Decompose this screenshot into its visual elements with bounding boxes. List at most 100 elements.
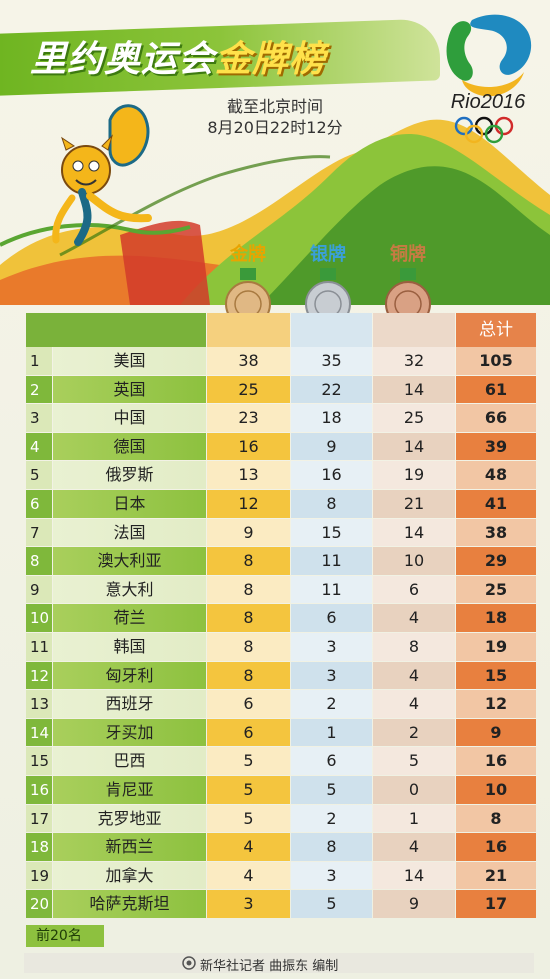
table-row: 14 牙买加 6 1 2 9 bbox=[26, 718, 536, 748]
silver-cell: 18 bbox=[291, 404, 372, 432]
gold-header-cell bbox=[207, 313, 290, 347]
silver-cell: 9 bbox=[291, 432, 372, 461]
table-header-row: 总计 bbox=[26, 313, 536, 347]
gold-cell: 23 bbox=[207, 404, 290, 432]
total-cell: 39 bbox=[456, 432, 536, 461]
bronze-cell: 10 bbox=[373, 547, 455, 575]
country-cell: 西班牙 bbox=[53, 690, 206, 718]
title-part2: 金牌榜 bbox=[215, 39, 327, 80]
total-cell: 19 bbox=[456, 632, 536, 661]
gold-cell: 25 bbox=[207, 375, 290, 404]
total-cell: 10 bbox=[456, 775, 536, 804]
rank-cell: 12 bbox=[26, 661, 52, 690]
rank-cell: 11 bbox=[26, 632, 52, 661]
gold-cell: 9 bbox=[207, 518, 290, 547]
total-cell: 18 bbox=[456, 604, 536, 632]
bronze-cell: 4 bbox=[373, 661, 455, 690]
silver-cell: 6 bbox=[291, 747, 372, 775]
bronze-cell: 4 bbox=[373, 833, 455, 861]
total-cell: 17 bbox=[456, 890, 536, 918]
silver-cell: 3 bbox=[291, 861, 372, 890]
table-row: 2 英国 25 22 14 61 bbox=[26, 375, 536, 405]
bronze-header-cell bbox=[373, 313, 455, 347]
rank-cell: 1 bbox=[26, 347, 52, 375]
silver-cell: 3 bbox=[291, 632, 372, 661]
country-cell: 美国 bbox=[53, 347, 206, 375]
country-cell: 巴西 bbox=[53, 747, 206, 775]
country-cell: 肯尼亚 bbox=[53, 775, 206, 804]
table-row: 12 匈牙利 8 3 4 15 bbox=[26, 661, 536, 691]
total-cell: 48 bbox=[456, 461, 536, 489]
bronze-cell: 21 bbox=[373, 489, 455, 518]
silver-cell: 11 bbox=[291, 547, 372, 575]
table-row: 15 巴西 5 6 5 16 bbox=[26, 747, 536, 776]
rank-cell: 18 bbox=[26, 833, 52, 861]
rank-cell: 4 bbox=[26, 432, 52, 461]
silver-cell: 11 bbox=[291, 575, 372, 604]
total-cell: 21 bbox=[456, 861, 536, 890]
country-cell: 中国 bbox=[53, 404, 206, 432]
gold-cell: 4 bbox=[207, 861, 290, 890]
total-cell: 41 bbox=[456, 489, 536, 518]
table-row: 5 俄罗斯 13 16 19 48 bbox=[26, 461, 536, 490]
gold-cell: 6 bbox=[207, 690, 290, 718]
bronze-cell: 14 bbox=[373, 861, 455, 890]
table-row: 8 澳大利亚 8 11 10 29 bbox=[26, 547, 536, 576]
gold-cell: 16 bbox=[207, 432, 290, 461]
country-cell: 新西兰 bbox=[53, 833, 206, 861]
logo-text: Rio2016 bbox=[451, 91, 526, 113]
xinhua-logo-icon bbox=[182, 956, 196, 970]
rank-cell: 10 bbox=[26, 604, 52, 632]
silver-cell: 5 bbox=[291, 775, 372, 804]
cutoff-time: 截至北京时间 8月20日22时12分 bbox=[180, 96, 370, 138]
silver-cell: 22 bbox=[291, 375, 372, 404]
gold-cell: 12 bbox=[207, 489, 290, 518]
rank-cell: 13 bbox=[26, 690, 52, 718]
table-row: 9 意大利 8 11 6 25 bbox=[26, 575, 536, 605]
bronze-cell: 4 bbox=[373, 690, 455, 718]
rank-cell: 5 bbox=[26, 461, 52, 489]
silver-cell: 2 bbox=[291, 804, 372, 833]
title-part1: 里约奥运会 bbox=[30, 39, 216, 80]
total-cell: 38 bbox=[456, 518, 536, 547]
total-cell: 9 bbox=[456, 718, 536, 747]
total-cell: 16 bbox=[456, 747, 536, 775]
credit-text: 新华社记者 曲振东 编制 bbox=[200, 959, 339, 974]
rank-cell: 15 bbox=[26, 747, 52, 775]
silver-cell: 8 bbox=[291, 833, 372, 861]
rank-cell: 17 bbox=[26, 804, 52, 833]
gold-cell: 4 bbox=[207, 833, 290, 861]
bronze-cell: 9 bbox=[373, 890, 455, 918]
medal-table: 总计 1 美国 38 35 32 105 2 英国 25 22 14 61 3 中国 23 18 25 66 4 德国… bbox=[26, 313, 536, 919]
country-cell: 克罗地亚 bbox=[53, 804, 206, 833]
country-cell: 德国 bbox=[53, 432, 206, 461]
table-row: 13 西班牙 6 2 4 12 bbox=[26, 690, 536, 719]
table-row: 20 哈萨克斯坦 3 5 9 17 bbox=[26, 890, 536, 919]
table-body: 1 美国 38 35 32 105 2 英国 25 22 14 61 3 中国 23 18 25 66 4 德国 16 9… bbox=[26, 347, 536, 919]
country-cell: 英国 bbox=[53, 375, 206, 404]
table-row: 11 韩国 8 3 8 19 bbox=[26, 632, 536, 662]
gold-cell: 13 bbox=[207, 461, 290, 489]
country-header-cell bbox=[26, 313, 206, 347]
country-cell: 哈萨克斯坦 bbox=[53, 890, 206, 918]
rank-cell: 2 bbox=[26, 375, 52, 404]
bronze-cell: 14 bbox=[373, 375, 455, 404]
bronze-cell: 32 bbox=[373, 347, 455, 375]
gold-cell: 8 bbox=[207, 547, 290, 575]
gold-cell: 8 bbox=[207, 604, 290, 632]
total-cell: 15 bbox=[456, 661, 536, 690]
table-row: 7 法国 9 15 14 38 bbox=[26, 518, 536, 548]
gold-cell: 3 bbox=[207, 890, 290, 918]
bronze-cell: 19 bbox=[373, 461, 455, 489]
country-cell: 澳大利亚 bbox=[53, 547, 206, 575]
bronze-cell: 25 bbox=[373, 404, 455, 432]
silver-cell: 3 bbox=[291, 661, 372, 690]
bronze-cell: 5 bbox=[373, 747, 455, 775]
rank-cell: 8 bbox=[26, 547, 52, 575]
gold-cell: 8 bbox=[207, 575, 290, 604]
gold-header: 金牌 bbox=[230, 244, 266, 265]
credit-band bbox=[24, 953, 534, 973]
silver-cell: 15 bbox=[291, 518, 372, 547]
table-row: 6 日本 12 8 21 41 bbox=[26, 489, 536, 519]
page-title: 里约奥运会金牌榜 bbox=[30, 30, 326, 82]
